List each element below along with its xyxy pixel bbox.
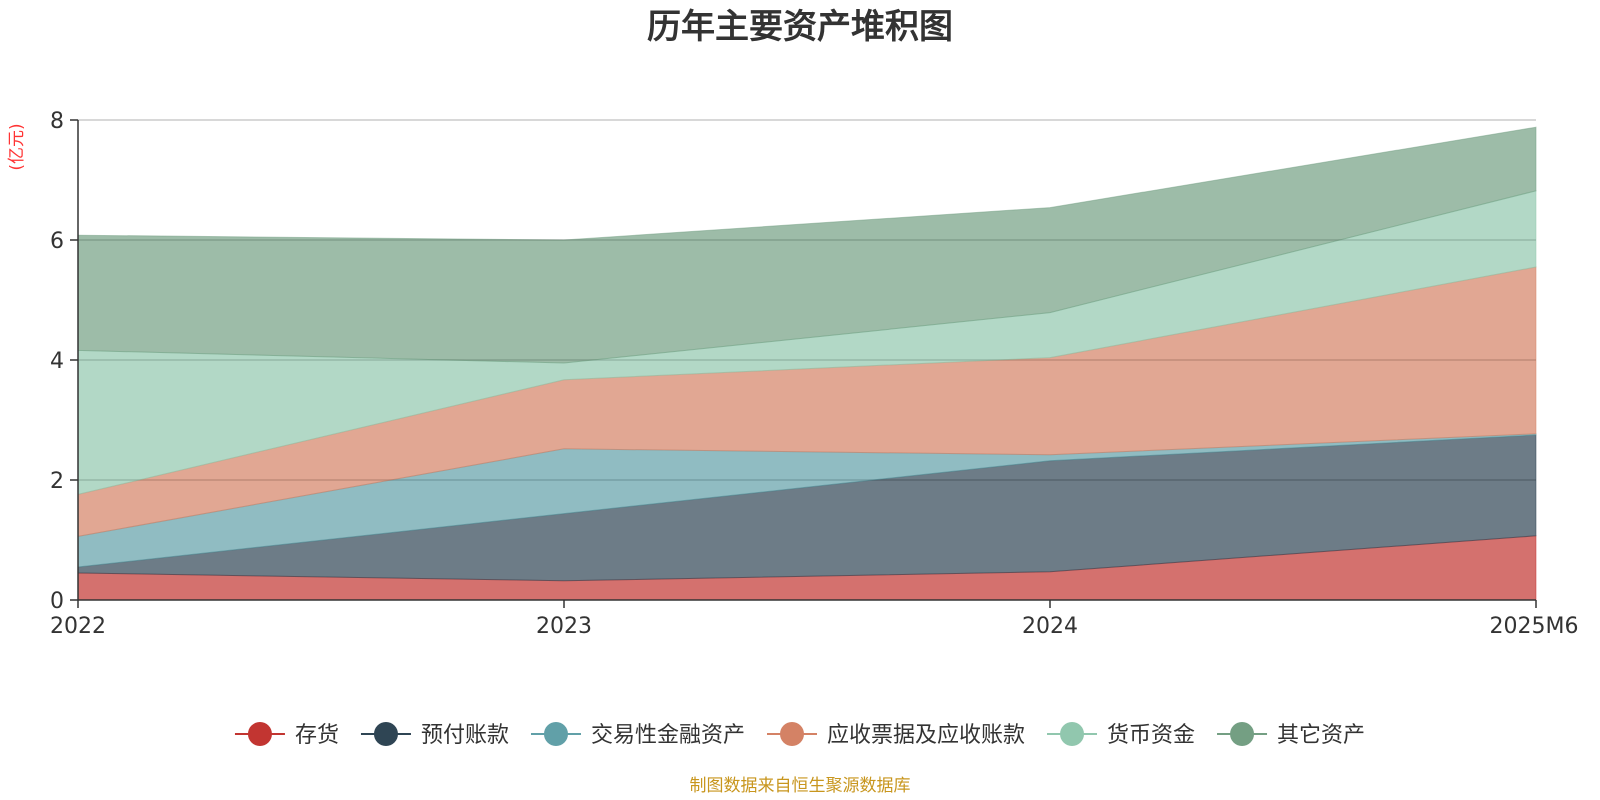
legend-label: 预付账款	[421, 723, 509, 748]
legend-marker-icon	[247, 722, 272, 746]
x-tick-label-3: 2025M6	[1490, 614, 1579, 639]
legend-item-2[interactable]: 交易性金融资产	[530, 722, 745, 748]
y-tick-label-6: 6	[50, 229, 64, 254]
area-5[interactable]	[77, 126, 1537, 364]
legend-marker-icon	[373, 722, 398, 746]
x-tick-label-2: 2024	[1022, 614, 1078, 639]
legend-item-1[interactable]: 预付账款	[360, 722, 509, 748]
legend-label: 交易性金融资产	[591, 723, 745, 748]
chart-title: 历年主要资产堆积图	[647, 7, 953, 47]
legend-label: 货币资金	[1107, 723, 1195, 748]
legend-label: 存货	[295, 723, 339, 748]
legend-item-4[interactable]: 货币资金	[1047, 722, 1195, 748]
legend-label: 其它资产	[1277, 723, 1365, 748]
legend-item-3[interactable]: 应收票据及应收账款	[767, 722, 1025, 748]
legend-item-5[interactable]: 其它资产	[1217, 722, 1365, 748]
y-tick-label-8: 8	[50, 109, 64, 134]
legend-marker-icon	[543, 722, 568, 746]
y-tick-label-0: 0	[50, 589, 64, 614]
area-series-group	[77, 126, 1537, 601]
legend-marker-icon	[1060, 722, 1085, 746]
data-source-note: 制图数据来自恒生聚源数据库	[690, 776, 911, 796]
y-tick-label-4: 4	[50, 349, 64, 374]
legend-marker-icon	[1230, 722, 1255, 746]
x-tick-label-0: 2022	[50, 614, 106, 639]
legend-label: 应收票据及应收账款	[827, 723, 1025, 748]
y-tick-label-2: 2	[50, 469, 64, 494]
legend-marker-icon	[780, 722, 804, 746]
legend[interactable]: 存货 预付账款 交易性金融资产 应收票据及应收账款 货币资金 其它资产	[234, 722, 1365, 748]
axes: 0 2 4 6 8 2022 2023 2024 2025M6	[50, 109, 1578, 639]
x-tick-label-1: 2023	[536, 614, 592, 639]
legend-item-0[interactable]: 存货	[234, 722, 339, 748]
y-axis-unit-label: (亿元)	[7, 123, 27, 170]
